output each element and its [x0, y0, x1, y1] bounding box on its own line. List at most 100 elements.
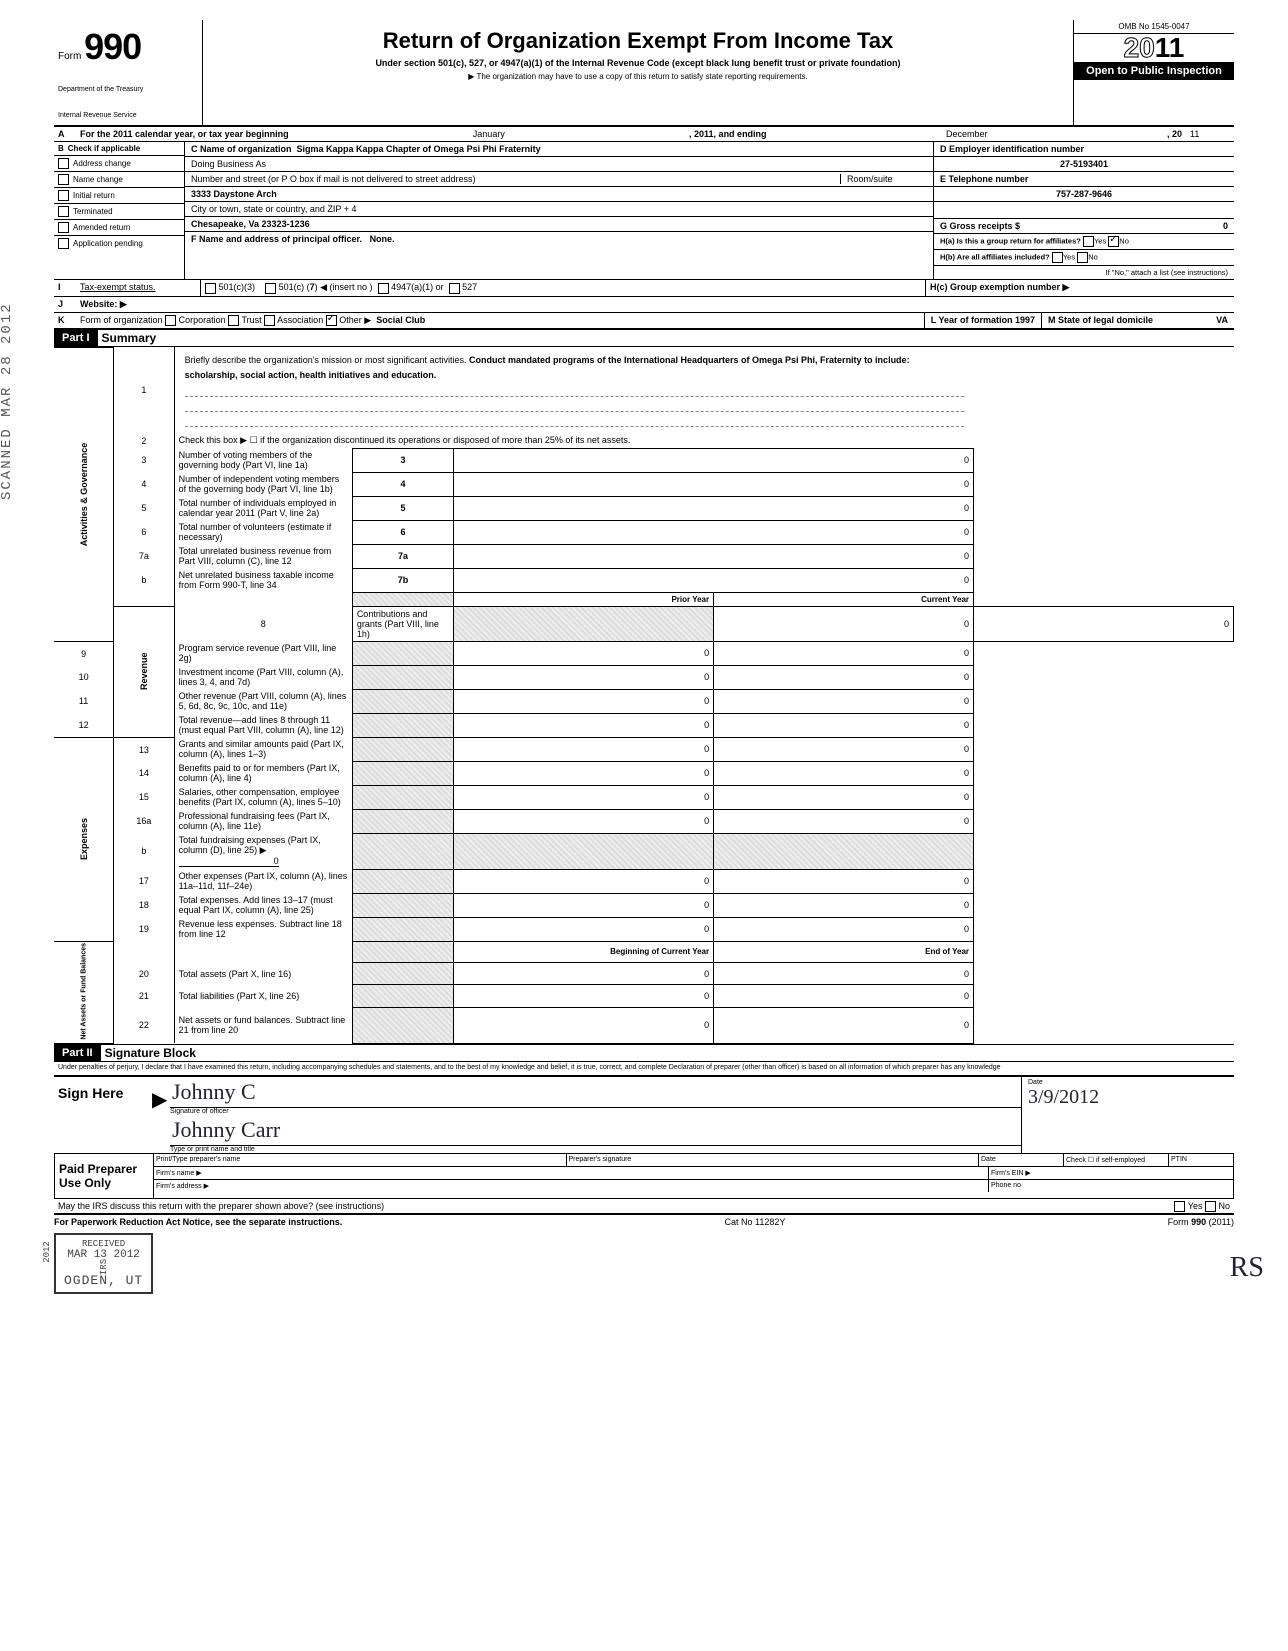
r13-n: 13	[114, 737, 174, 761]
row-k: K Form of organization Corporation Trust…	[54, 313, 1234, 329]
r19-c: 0	[714, 917, 974, 941]
year-outline: 20	[1124, 32, 1155, 63]
k-assoc-lbl: Association	[277, 315, 323, 325]
r9-n: 9	[54, 641, 114, 665]
hb-yes-lbl: Yes	[1063, 253, 1075, 262]
h-a: H(a) Is this a group return for affiliat…	[940, 237, 1081, 246]
lbl-name-change: Name change	[73, 175, 123, 184]
r20-t: Total assets (Part X, line 16)	[174, 962, 352, 984]
r17-n: 17	[114, 869, 174, 893]
c-room-label: Room/suite	[840, 174, 927, 184]
info-block: B Check if applicable Address change Nam…	[54, 142, 1234, 280]
c-city: Chesapeake, Va 23323-1236	[185, 217, 933, 232]
a-mid: , 2011, and ending	[685, 127, 771, 141]
discuss-no[interactable]	[1205, 1201, 1216, 1212]
r11-p: 0	[454, 689, 714, 713]
chk-terminated[interactable]	[58, 206, 69, 217]
side-exp: Expenses	[54, 737, 114, 941]
form-subtitle: Under section 501(c), 527, or 4947(a)(1)…	[211, 58, 1065, 68]
i-501c3[interactable]	[205, 283, 216, 294]
r10-n: 10	[54, 665, 114, 689]
chk-amended[interactable]	[58, 222, 69, 233]
dept-irs: Internal Revenue Service	[58, 112, 198, 120]
l-val: 1997	[1015, 315, 1035, 325]
received-year-side: 2012	[42, 1241, 52, 1263]
ha-yes[interactable]	[1083, 236, 1094, 247]
r15-n: 15	[114, 785, 174, 809]
k-corp-lbl: Corporation	[179, 315, 226, 325]
tax-year: 2011	[1074, 34, 1234, 62]
r13-p: 0	[454, 737, 714, 761]
r13-t: Grants and similar amounts paid (Part IX…	[174, 737, 352, 761]
ha-no-lbl: No	[1119, 237, 1129, 246]
r12-c: 0	[714, 713, 974, 737]
r9-c: 0	[714, 641, 974, 665]
col-beg: Beginning of Current Year	[454, 941, 714, 962]
hb-no[interactable]	[1077, 252, 1088, 263]
paid-preparer-block: Paid Preparer Use Only Print/Type prepar…	[54, 1153, 1234, 1199]
r7a-v: 0	[454, 544, 974, 568]
r21-c: 0	[714, 985, 974, 1007]
r16b-shade1	[454, 833, 714, 869]
discuss-yes[interactable]	[1174, 1201, 1185, 1212]
m-val: VA	[1216, 315, 1228, 325]
b-label: Check if applicable	[68, 144, 140, 153]
k-other-lbl: Other ▶	[339, 315, 371, 325]
col-end: End of Year	[714, 941, 974, 962]
col-prior: Prior Year	[454, 592, 714, 606]
c-addr-label: Number and street (or P O box if mail is…	[191, 174, 475, 184]
k-assoc[interactable]	[264, 315, 275, 326]
part2-bar: Part II Signature Block	[54, 1044, 1234, 1062]
k-label: Form of organization	[80, 315, 163, 325]
r7b-v: 0	[454, 568, 974, 592]
r19-t: Revenue less expenses. Subtract line 18 …	[174, 917, 352, 941]
r14-p: 0	[454, 761, 714, 785]
mission-area: Briefly describe the organization's miss…	[179, 349, 970, 431]
paid-c3: Date	[979, 1154, 1064, 1166]
firm-ein: Firm's EIN ▶	[988, 1167, 1233, 1179]
k-trust[interactable]	[228, 315, 239, 326]
r15-t: Salaries, other compensation, employee b…	[174, 785, 352, 809]
i-501c[interactable]	[265, 283, 276, 294]
lbl-terminated: Terminated	[73, 207, 113, 216]
k-corp[interactable]	[165, 315, 176, 326]
r16b-n: b	[114, 833, 174, 869]
lbl-amended: Amended return	[73, 223, 130, 232]
ha-no[interactable]	[1108, 236, 1119, 247]
r4-b: 4	[352, 472, 453, 496]
c-name-label: C Name of organization	[191, 144, 292, 154]
chk-address[interactable]	[58, 158, 69, 169]
footer-right: Form 990 (2011)	[1168, 1217, 1234, 1227]
chk-name[interactable]	[58, 174, 69, 185]
r22-n: 22	[114, 1007, 174, 1043]
i-4947[interactable]	[378, 283, 389, 294]
r12-t: Total revenue—add lines 8 through 11 (mu…	[174, 713, 352, 737]
c-dba-label: Doing Business As	[191, 159, 266, 169]
lbl-initial: Initial return	[73, 191, 115, 200]
paid-c5: PTIN	[1169, 1154, 1233, 1166]
side-ag: Activities & Governance	[54, 347, 114, 641]
e-label: E Telephone number	[934, 172, 1234, 187]
chk-pending[interactable]	[58, 238, 69, 249]
i-527[interactable]	[449, 283, 460, 294]
k-other[interactable]	[326, 315, 337, 326]
r14-t: Benefits paid to or for members (Part IX…	[174, 761, 352, 785]
firm-name: Firm's name ▶	[154, 1167, 988, 1179]
sig-label: Signature of officer	[170, 1108, 1021, 1115]
part1-title: Summary	[98, 331, 157, 345]
r6-b: 6	[352, 520, 453, 544]
side-rev: Revenue	[114, 606, 174, 737]
date-value: 3/9/2012	[1028, 1086, 1228, 1109]
ha-yes-lbl: Yes	[1094, 237, 1106, 246]
lbl-address-change: Address change	[73, 159, 131, 168]
r10-t: Investment income (Part VIII, column (A)…	[174, 665, 352, 689]
r18-n: 18	[114, 893, 174, 917]
hb-yes[interactable]	[1052, 252, 1063, 263]
chk-initial[interactable]	[58, 190, 69, 201]
row-i: I Tax-exempt status. 501(c)(3) 501(c) (7…	[54, 280, 1234, 296]
r14-n: 14	[114, 761, 174, 785]
r7b-n: b	[114, 568, 174, 592]
r6-t: Total number of volunteers (estimate if …	[174, 520, 352, 544]
row1-num: 1	[114, 347, 174, 433]
form-title: Return of Organization Exempt From Incom…	[211, 28, 1065, 54]
